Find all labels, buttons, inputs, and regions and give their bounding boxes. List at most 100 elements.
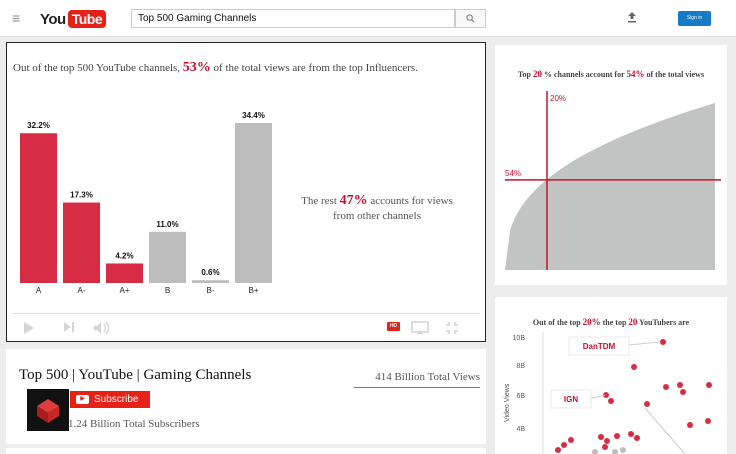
annotation-dantdm: DanTDM	[583, 342, 616, 351]
logo-you-text: You	[40, 10, 66, 28]
scatter-chart: 10B 8B 6B 4B Video Views DanTDM IGN	[504, 332, 712, 454]
scatter-point	[631, 364, 637, 370]
rest-post: accounts for views from other channels	[333, 195, 453, 222]
area-chart: 20% 54%	[505, 91, 721, 270]
bar-value-label: 34.4%	[242, 111, 265, 120]
headline-pre: Out of the top 500 YouTube channels,	[13, 62, 181, 74]
side2-post: YouTubers are	[639, 318, 690, 327]
exit-fullscreen-icon[interactable]	[445, 321, 459, 337]
category-label: B-	[207, 286, 215, 295]
y-tick-label: 8B	[516, 363, 525, 370]
scatter-point	[687, 422, 693, 428]
rest-text: The rest 47% accounts for views from oth…	[297, 193, 457, 224]
youtube-logo[interactable]: You Tube	[40, 10, 107, 28]
volume-icon[interactable]	[93, 321, 111, 337]
annotation-ign: IGN	[564, 395, 578, 404]
scatter-point	[612, 449, 618, 454]
annotation-leader	[627, 341, 660, 346]
side1-num: 20	[532, 69, 542, 79]
side2-pct: 20%	[582, 317, 601, 327]
subscribe-label: Subscribe	[94, 394, 139, 405]
side2-num: 20	[628, 317, 638, 327]
rest-pct: 47%	[339, 193, 368, 208]
bar-A	[20, 133, 57, 283]
rest-pre: The rest	[301, 195, 337, 207]
scatter-point	[592, 449, 598, 454]
scatter-point	[628, 431, 634, 437]
scatter-point	[620, 447, 626, 453]
scatter-point	[555, 447, 561, 453]
annotation-box	[550, 389, 592, 409]
channel-avatar[interactable]	[27, 389, 69, 431]
top-bar: ≡ You Tube Top 500 Gaming Channels Sign …	[0, 0, 736, 37]
bar-B+	[235, 123, 272, 283]
bar-value-label: 0.6%	[201, 268, 219, 277]
logo-tube-text: Tube	[67, 10, 107, 28]
y-tick-label: 10B	[513, 335, 526, 342]
y-tick-label: 4B	[516, 426, 525, 433]
bar-value-label: 4.2%	[115, 251, 133, 260]
headline-pct: 53%	[182, 60, 211, 75]
subscribe-button[interactable]: ▶ Subscribe	[70, 391, 150, 408]
search-button[interactable]	[455, 9, 486, 28]
video-player-panel: Out of the top 500 YouTube channels, 53%…	[6, 42, 486, 342]
next-icon[interactable]	[63, 321, 75, 335]
scatter-point	[705, 418, 711, 424]
scatter-point	[568, 437, 574, 443]
scatter-point	[603, 392, 609, 398]
player-controls: HD	[13, 313, 479, 341]
scatter-point	[706, 382, 712, 388]
sign-in-button[interactable]: Sign in	[678, 11, 711, 26]
cumulative-chart-panel: Top 20 % channels account for 54% of the…	[495, 45, 727, 285]
annotation-leader	[588, 394, 606, 400]
category-label: B	[165, 286, 170, 295]
play-icon[interactable]	[23, 321, 35, 337]
airplay-icon[interactable]	[411, 321, 429, 337]
y-marker-label: 54%	[505, 169, 521, 178]
menu-icon[interactable]: ≡	[12, 10, 21, 26]
bar-B-	[192, 280, 229, 283]
annotation-leader	[644, 407, 686, 454]
headline-post: of the total views are from the top Infl…	[213, 62, 418, 74]
upload-icon[interactable]	[626, 11, 638, 25]
bar-value-label: 11.0%	[156, 220, 178, 229]
hd-badge[interactable]: HD	[387, 322, 400, 331]
scatter-point	[608, 398, 614, 404]
side1-post: of the total views	[646, 70, 705, 79]
scatter-point	[663, 384, 669, 390]
scatter-point	[644, 401, 650, 407]
headline: Out of the top 500 YouTube channels, 53%…	[13, 60, 483, 76]
search-icon	[466, 14, 475, 23]
bar-A+	[106, 263, 143, 283]
side1-mid: % channels account for	[543, 70, 625, 79]
cumulative-chart-title: Top 20 % channels account for 54% of the…	[501, 69, 721, 80]
scatter-point	[598, 434, 604, 440]
side2-mid: the top	[602, 318, 627, 327]
scatter-point	[614, 433, 620, 439]
channel-info-panel: Top 500 | YouTube | Gaming Channels 414 …	[6, 349, 486, 444]
subscriber-count: 1.24 Billion Total Subscribers	[68, 418, 200, 430]
bar-chart: 32.2% A 17.3% A- 4.2% A+ 11.0% B 0.6% B- 34.4% B+	[20, 111, 272, 295]
category-label: A-	[78, 286, 86, 295]
scatter-point	[634, 435, 640, 441]
scatter-point	[604, 438, 610, 444]
scatter-chart-title: Out of the top 20% the top 20 YouTubers …	[501, 317, 721, 327]
category-label: B+	[248, 286, 258, 295]
side1-pct: 54%	[626, 69, 645, 79]
category-label: A	[36, 286, 42, 295]
video-title: Top 500 | YouTube | Gaming Channels	[19, 367, 252, 383]
scatter-point	[660, 339, 666, 345]
bar-A-	[63, 202, 100, 283]
side2-pre: Out of the top	[532, 318, 581, 327]
scatter-point	[602, 444, 608, 450]
bar-value-label: 17.3%	[70, 191, 93, 200]
annotation-box	[568, 336, 630, 356]
search-input[interactable]: Top 500 Gaming Channels	[131, 9, 455, 28]
y-axis-label: Video Views	[504, 383, 511, 422]
total-views: 414 Billion Total Views	[354, 371, 480, 388]
cumulative-area	[505, 103, 715, 270]
bar-value-label: 32.2%	[27, 121, 50, 130]
category-label: A+	[119, 286, 129, 295]
play-icon: ▶	[76, 395, 89, 404]
next-panel-strip	[6, 448, 486, 454]
